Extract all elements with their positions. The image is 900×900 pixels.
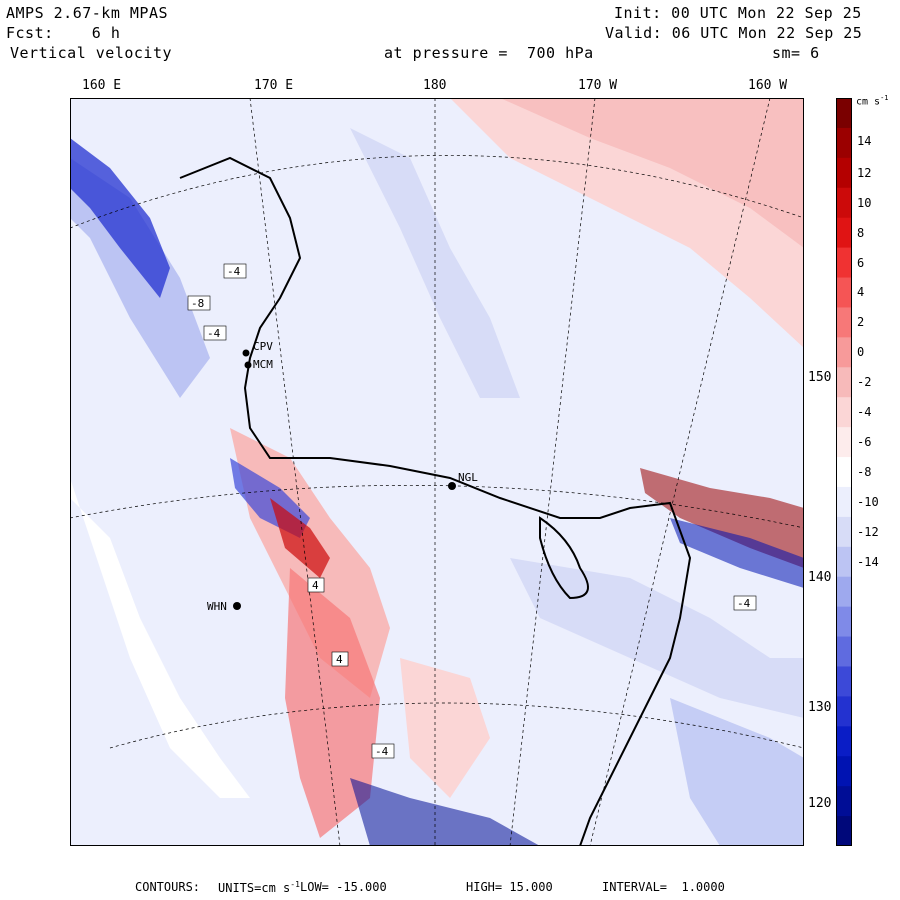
colorbar-tick-label: 12 bbox=[857, 165, 872, 180]
sea-ice-white-region bbox=[70, 478, 250, 798]
lon-label: 160 W bbox=[748, 78, 788, 93]
colorbar-tick-label: 6 bbox=[857, 255, 865, 270]
colorbar-units: cm s-1 bbox=[856, 94, 889, 108]
svg-text:4: 4 bbox=[336, 653, 343, 666]
station-label: WHN bbox=[207, 600, 227, 613]
colorbar-tick-label: 14 bbox=[857, 133, 872, 148]
forecast-label: Fcst: 6 h bbox=[6, 24, 121, 42]
colorbar-tick-label: -14 bbox=[857, 554, 879, 569]
colorbar-tick-label: -10 bbox=[857, 494, 879, 509]
svg-text:-4: -4 bbox=[207, 327, 221, 340]
colorbar-tick-label: -4 bbox=[857, 405, 872, 420]
colorbar-tick-label: 10 bbox=[857, 195, 872, 210]
colorbar-tick-label: -8 bbox=[857, 465, 872, 479]
smoothing: sm= 6 bbox=[772, 44, 820, 62]
colorbar-tick-label: -6 bbox=[857, 435, 872, 450]
positive-band-coast bbox=[285, 568, 380, 838]
strong-positive-core-ross bbox=[270, 498, 330, 578]
colorbar-swatch bbox=[836, 187, 852, 219]
field-title: Vertical velocity bbox=[10, 44, 173, 62]
contour-label: -4 bbox=[223, 263, 247, 279]
strong-core-east-blue bbox=[670, 518, 804, 588]
colorbar-swatch bbox=[836, 217, 852, 249]
colorbar-swatch bbox=[836, 576, 852, 608]
lon-label: 170 E bbox=[254, 78, 294, 93]
station-whn: WHN bbox=[207, 600, 241, 613]
init-time: Init: 00 UTC Mon 22 Sep 25 bbox=[614, 4, 862, 22]
contour-label: -4 bbox=[733, 595, 757, 611]
colorbar-swatch bbox=[836, 397, 852, 428]
station-cpv: CPV bbox=[242, 340, 273, 357]
valid-time: Valid: 06 UTC Mon 22 Sep 25 bbox=[605, 24, 863, 42]
station-ngl: NGL bbox=[448, 471, 478, 490]
footer-low: LOW= -15.000 bbox=[300, 880, 387, 894]
colorbar-swatch bbox=[836, 486, 852, 518]
colorbar-swatch bbox=[836, 666, 852, 697]
contour-label: -8 bbox=[187, 295, 211, 311]
lon-label: 160 E bbox=[82, 78, 122, 93]
svg-text:-8: -8 bbox=[191, 297, 204, 310]
colorbar-tick-label: 4 bbox=[857, 285, 865, 300]
footer-units: UNITS=cm s-1 bbox=[218, 880, 300, 895]
colorbar-tick-label: 2 bbox=[857, 315, 865, 330]
colorbar-swatch bbox=[836, 457, 852, 488]
svg-text:-4: -4 bbox=[375, 745, 389, 758]
colorbar-tick-label: 0 bbox=[857, 345, 865, 360]
colorbar-swatch bbox=[836, 546, 852, 578]
colorbar-swatch bbox=[836, 606, 852, 638]
colorbar-swatch bbox=[836, 277, 852, 308]
contour-label: 4 bbox=[307, 577, 325, 593]
contour-label: 4 bbox=[331, 651, 349, 667]
model-title: AMPS 2.67-km MPAS bbox=[6, 4, 169, 22]
positive-south bbox=[400, 658, 490, 798]
colorbar-swatch bbox=[836, 816, 852, 846]
colorbar-swatch bbox=[836, 786, 852, 817]
colorbar-tick-label: -12 bbox=[857, 524, 879, 539]
station-label: CPV bbox=[253, 340, 273, 353]
colorbar-swatch bbox=[836, 636, 852, 667]
footer-contours: CONTOURS: bbox=[135, 880, 201, 894]
pressure-level: at pressure = 700 hPa bbox=[384, 44, 594, 62]
colorbar-tick-label: 8 bbox=[857, 225, 865, 240]
svg-text:4: 4 bbox=[312, 579, 319, 592]
station-label: MCM bbox=[253, 358, 273, 371]
svg-text:-4: -4 bbox=[737, 597, 751, 610]
footer-high: HIGH= 15.000 bbox=[466, 880, 553, 894]
colorbar-tick-label: -2 bbox=[857, 375, 872, 390]
negative-band-east bbox=[510, 558, 804, 718]
coastline bbox=[179, 156, 692, 846]
colorbar-swatch bbox=[836, 696, 852, 727]
positive-band-ne-strong bbox=[500, 98, 804, 248]
colorbar-swatch bbox=[836, 427, 852, 458]
colorbar-swatch bbox=[836, 247, 852, 279]
colorbar-swatch bbox=[836, 367, 852, 398]
lon-label: 170 W bbox=[578, 78, 618, 93]
colorbar-swatch bbox=[836, 127, 852, 159]
station-label: NGL bbox=[458, 471, 478, 484]
contour-label: -4 bbox=[203, 325, 227, 341]
lon-label: 180 bbox=[423, 78, 447, 93]
colorbar-swatch bbox=[836, 157, 852, 189]
svg-text:-4: -4 bbox=[227, 265, 241, 278]
colorbar-swatch bbox=[836, 726, 852, 757]
negative-band-se bbox=[670, 698, 804, 846]
colorbar bbox=[836, 98, 852, 846]
footer-interval: INTERVAL= 1.0000 bbox=[602, 880, 725, 894]
colorbar-swatch bbox=[836, 98, 852, 129]
contour-label: -4 bbox=[371, 743, 395, 759]
colorbar-swatch bbox=[836, 307, 852, 338]
colorbar-swatch bbox=[836, 756, 852, 787]
colorbar-swatch bbox=[836, 516, 852, 548]
vertical-velocity-map: CPV MCM NGL WHN -4 -8 -4 -4 -4 4 4 bbox=[70, 98, 804, 846]
graticule bbox=[70, 98, 804, 846]
strong-negative-core-west bbox=[70, 138, 170, 298]
colorbar-swatch bbox=[836, 337, 852, 368]
station-mcm: MCM bbox=[244, 358, 273, 371]
strong-core-south bbox=[350, 778, 540, 846]
